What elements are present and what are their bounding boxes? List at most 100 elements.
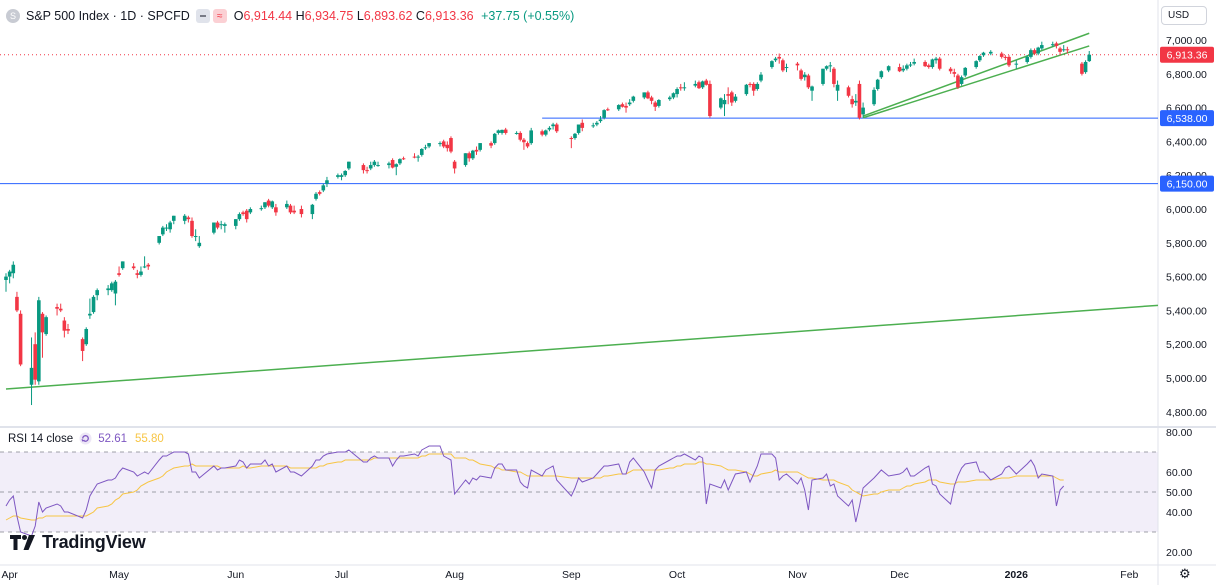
candle-body[interactable] bbox=[452, 161, 457, 169]
candle-body[interactable] bbox=[930, 59, 935, 68]
candle-body[interactable] bbox=[704, 80, 709, 85]
candle-body[interactable] bbox=[489, 143, 493, 146]
candle-body[interactable] bbox=[602, 110, 606, 118]
candle-body[interactable] bbox=[551, 124, 555, 127]
candle-body[interactable] bbox=[554, 124, 559, 132]
candle-body[interactable] bbox=[901, 68, 906, 71]
candle-body[interactable] bbox=[835, 84, 840, 91]
candle-body[interactable] bbox=[259, 208, 264, 210]
candle-body[interactable] bbox=[241, 212, 245, 215]
candle-body[interactable] bbox=[832, 68, 836, 84]
candle-body[interactable] bbox=[777, 56, 782, 59]
candle-body[interactable] bbox=[770, 61, 774, 68]
candle-body[interactable] bbox=[40, 313, 45, 333]
candle-body[interactable] bbox=[700, 81, 705, 88]
candle-body[interactable] bbox=[139, 271, 143, 275]
candle-body[interactable] bbox=[598, 119, 603, 122]
candle-body[interactable] bbox=[109, 283, 114, 291]
candle-body[interactable] bbox=[999, 53, 1004, 57]
candle-body[interactable] bbox=[937, 58, 942, 69]
candle-body[interactable] bbox=[215, 222, 220, 228]
candle-body[interactable] bbox=[675, 89, 679, 95]
candle-body[interactable] bbox=[58, 308, 63, 311]
candle-body[interactable] bbox=[44, 317, 48, 335]
candle-body[interactable] bbox=[171, 215, 176, 221]
candle-body[interactable] bbox=[310, 204, 315, 215]
candle-body[interactable] bbox=[182, 215, 187, 221]
candle-body[interactable] bbox=[854, 100, 858, 103]
candle-body[interactable] bbox=[135, 273, 140, 275]
candle-body[interactable] bbox=[492, 133, 497, 144]
candle-body[interactable] bbox=[15, 296, 19, 311]
candle-body[interactable] bbox=[120, 261, 125, 269]
candle-body[interactable] bbox=[445, 144, 450, 149]
candle-body[interactable] bbox=[1087, 54, 1092, 62]
candle-body[interactable] bbox=[518, 132, 523, 140]
candle-body[interactable] bbox=[646, 92, 650, 99]
candle-body[interactable] bbox=[33, 344, 37, 380]
candle-body[interactable] bbox=[500, 129, 504, 133]
candle-body[interactable] bbox=[591, 125, 596, 127]
candle-body[interactable] bbox=[1007, 56, 1011, 66]
candle-body[interactable] bbox=[1040, 45, 1044, 49]
candle-body[interactable] bbox=[347, 161, 351, 169]
candle-body[interactable] bbox=[744, 84, 749, 95]
candle-body[interactable] bbox=[157, 236, 161, 243]
candle-body[interactable] bbox=[161, 227, 165, 235]
candle-body[interactable] bbox=[828, 65, 833, 67]
candle-body[interactable] bbox=[131, 266, 136, 269]
candle-body[interactable] bbox=[605, 109, 610, 111]
candle-body[interactable] bbox=[988, 51, 993, 54]
data-delay-icon[interactable]: ≈ bbox=[212, 9, 227, 23]
candle-body[interactable] bbox=[496, 130, 501, 133]
candle-body[interactable] bbox=[653, 102, 658, 107]
candle-body[interactable] bbox=[595, 122, 599, 125]
candle-body[interactable] bbox=[781, 60, 785, 71]
candle-body[interactable] bbox=[376, 165, 380, 167]
candle-body[interactable] bbox=[168, 222, 172, 230]
candle-body[interactable] bbox=[799, 70, 803, 79]
candle-body[interactable] bbox=[11, 264, 16, 274]
candle-body[interactable] bbox=[361, 165, 366, 171]
candle-body[interactable] bbox=[861, 107, 865, 115]
candle-body[interactable] bbox=[372, 161, 377, 166]
candle-body[interactable] bbox=[974, 61, 978, 68]
symbol-logo-icon[interactable]: S bbox=[6, 9, 20, 23]
candle-body[interactable] bbox=[325, 180, 329, 184]
candle-body[interactable] bbox=[467, 153, 472, 159]
candle-body[interactable] bbox=[146, 264, 151, 267]
candle-body[interactable] bbox=[905, 65, 909, 69]
candle-body[interactable] bbox=[190, 220, 194, 237]
candle-body[interactable] bbox=[846, 87, 851, 96]
candle-body[interactable] bbox=[441, 141, 446, 147]
candle-body[interactable] bbox=[573, 133, 577, 139]
candle-body[interactable] bbox=[37, 300, 41, 382]
candle-body[interactable] bbox=[963, 67, 968, 76]
candle-body[interactable] bbox=[514, 132, 519, 134]
candle-body[interactable] bbox=[412, 156, 417, 158]
candle-body[interactable] bbox=[339, 175, 344, 177]
candle-body[interactable] bbox=[274, 207, 278, 213]
candle-body[interactable] bbox=[875, 79, 880, 90]
candle-body[interactable] bbox=[368, 165, 373, 169]
candle-body[interactable] bbox=[212, 222, 216, 233]
candle-body[interactable] bbox=[759, 74, 763, 81]
candle-body[interactable] bbox=[1050, 44, 1055, 46]
candle-body[interactable] bbox=[62, 320, 67, 331]
candle-body[interactable] bbox=[631, 96, 636, 101]
candle-body[interactable] bbox=[142, 266, 147, 268]
candle-body[interactable] bbox=[423, 147, 428, 149]
candle-body[interactable] bbox=[719, 98, 723, 108]
candle-body[interactable] bbox=[95, 290, 99, 296]
candle-body[interactable] bbox=[649, 97, 654, 101]
candle-body[interactable] bbox=[416, 156, 420, 158]
candle-body[interactable] bbox=[336, 175, 340, 177]
candle-body[interactable] bbox=[821, 68, 825, 84]
candle-body[interactable] bbox=[886, 66, 891, 71]
candle-body[interactable] bbox=[751, 83, 756, 91]
candle-body[interactable] bbox=[117, 273, 121, 275]
candle-body[interactable] bbox=[1003, 56, 1008, 58]
candle-body[interactable] bbox=[540, 131, 544, 135]
candle-body[interactable] bbox=[730, 92, 734, 103]
candle-body[interactable] bbox=[810, 86, 814, 91]
